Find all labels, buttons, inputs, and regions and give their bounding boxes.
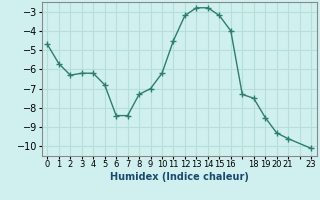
X-axis label: Humidex (Indice chaleur): Humidex (Indice chaleur) (110, 172, 249, 182)
